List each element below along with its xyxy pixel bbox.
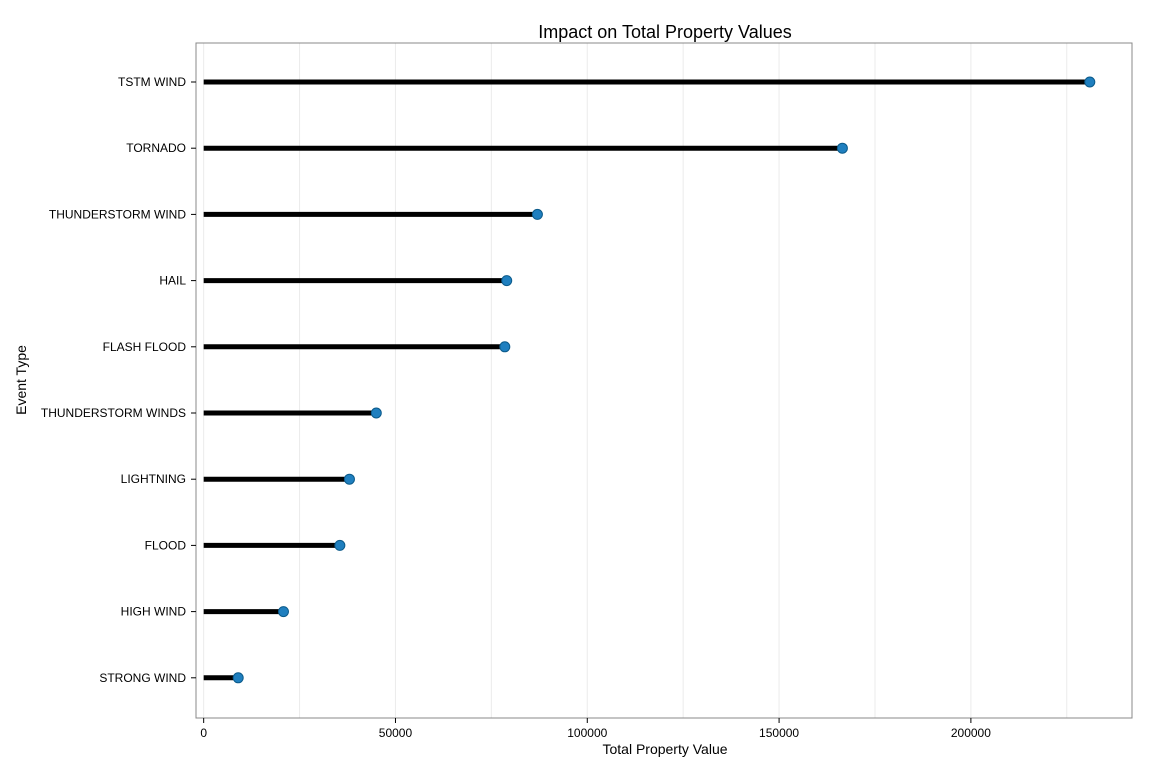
lollipop-dot: [837, 143, 847, 153]
x-tick-label: 200000: [951, 726, 991, 740]
x-axis: 0 50000 100000 150000 200000: [200, 718, 991, 740]
x-tick-label: 150000: [759, 726, 799, 740]
lollipop-dot: [502, 276, 512, 286]
y-tick-label: TORNADO: [126, 141, 186, 155]
y-axis: TSTM WIND TORNADO THUNDERSTORM WIND HAIL FLA…: [41, 75, 196, 685]
lollipop-dot: [500, 342, 510, 352]
y-tick-label: THUNDERSTORM WIND: [49, 207, 186, 221]
lollipop-dot: [233, 673, 243, 683]
lollipop-dot: [1085, 77, 1095, 87]
y-tick-label: STRONG WIND: [99, 671, 186, 685]
plot-background: [196, 43, 1132, 718]
lollipop-dot: [371, 408, 381, 418]
lollipop-dot: [278, 607, 288, 617]
x-tick-label: 100000: [567, 726, 607, 740]
lollipop-dot: [335, 540, 345, 550]
lollipop-dot: [532, 209, 542, 219]
y-tick-label: THUNDERSTORM WINDS: [41, 406, 186, 420]
y-tick-label: LIGHTNING: [121, 472, 186, 486]
y-tick-label: HIGH WIND: [121, 605, 187, 619]
y-tick-label: TSTM WIND: [118, 75, 186, 89]
lollipop-dot: [344, 474, 354, 484]
y-tick-label: FLOOD: [145, 538, 187, 552]
x-tick-label: 50000: [379, 726, 413, 740]
y-tick-label: FLASH FLOOD: [103, 340, 187, 354]
y-axis-title: Event Type: [13, 345, 29, 415]
y-tick-label: HAIL: [159, 274, 186, 288]
x-axis-title: Total Property Value: [602, 741, 727, 757]
x-tick-label: 0: [200, 726, 207, 740]
chart-title: Impact on Total Property Values: [538, 22, 791, 42]
